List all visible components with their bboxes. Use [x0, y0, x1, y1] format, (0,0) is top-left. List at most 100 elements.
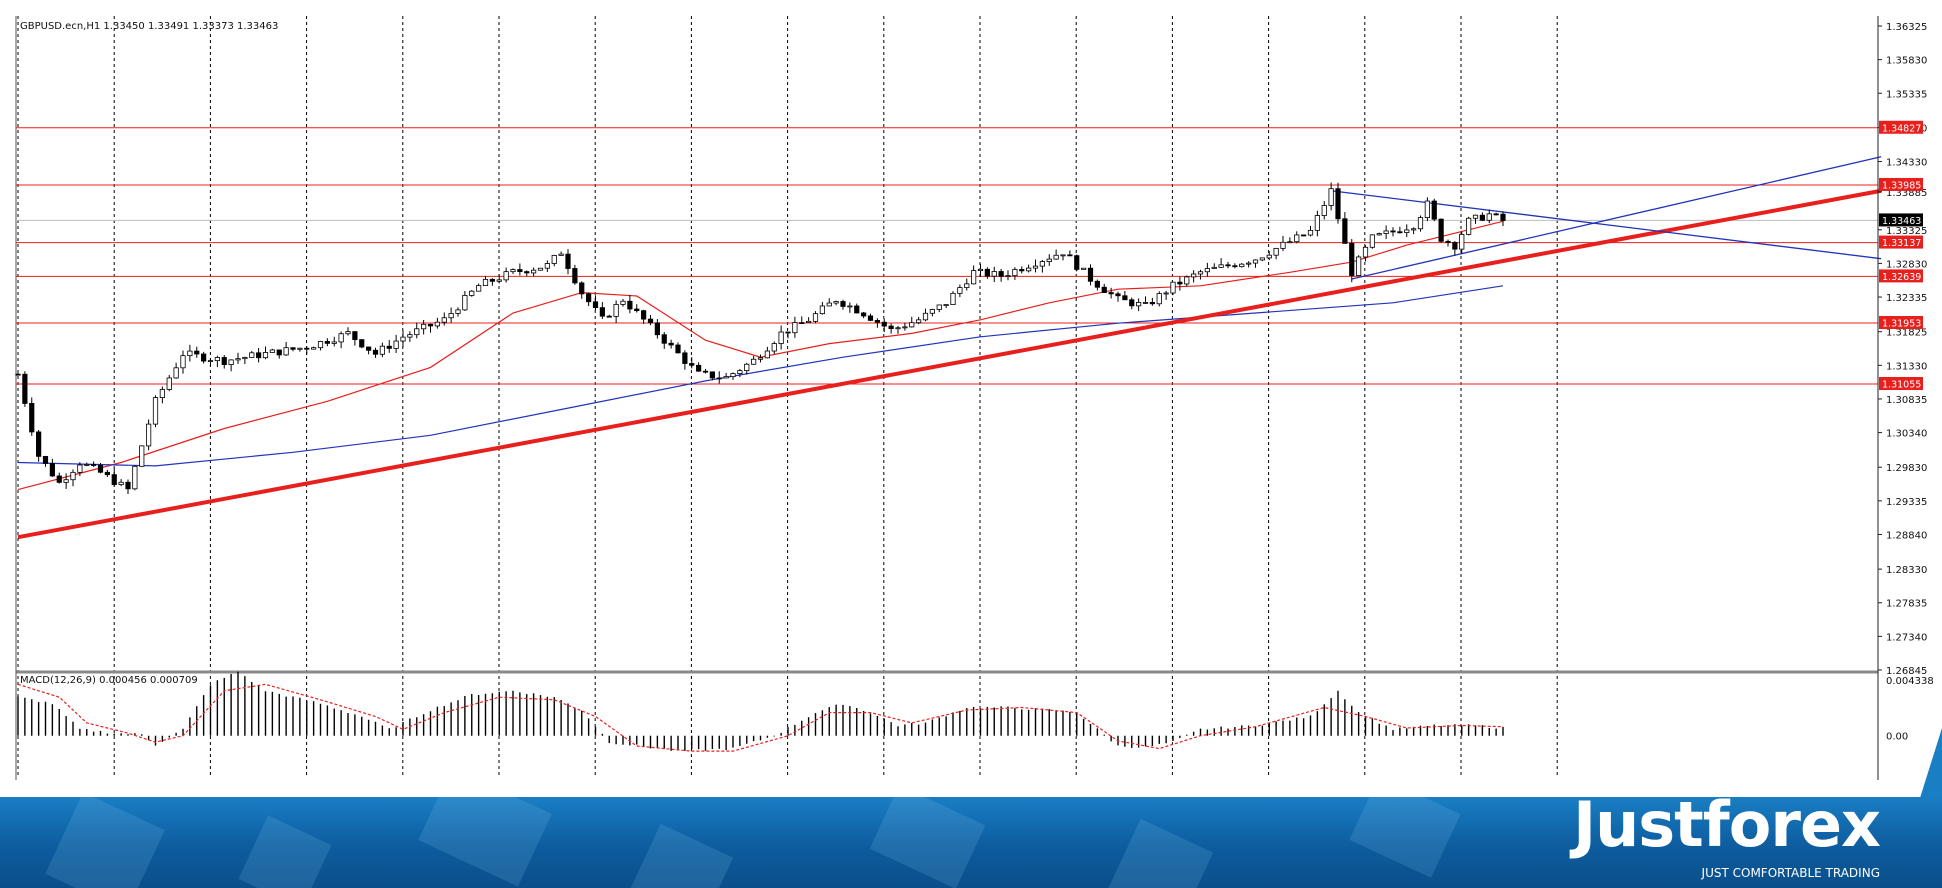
- candle-body: [421, 323, 427, 330]
- candle-body: [63, 479, 69, 483]
- candle-body: [317, 341, 324, 349]
- candle-body: [971, 270, 977, 285]
- candle-body: [359, 339, 365, 348]
- candle-body: [599, 307, 605, 317]
- decor-shape: [1106, 818, 1214, 888]
- candle-body: [833, 301, 839, 304]
- candle-body: [641, 310, 647, 320]
- candle-body: [324, 341, 330, 344]
- candle-body: [1122, 295, 1128, 301]
- candle-body: [42, 455, 49, 464]
- candle-body: [496, 279, 502, 282]
- candle-body: [118, 481, 124, 485]
- level-price-label: 1.34827: [1882, 123, 1921, 134]
- candle-body: [1328, 188, 1334, 206]
- candle-body: [469, 290, 475, 296]
- candle-body: [757, 357, 764, 360]
- candle-body: [146, 423, 152, 447]
- price-tick-label: 1.35335: [1886, 89, 1927, 100]
- macd-tick-label: 0.00: [1886, 732, 1908, 743]
- candle-body: [1039, 261, 1045, 267]
- candle-body: [125, 481, 131, 490]
- candle-body: [1376, 233, 1382, 236]
- candle-body: [22, 373, 28, 404]
- price-tick-label: 1.29830: [1886, 463, 1927, 474]
- candle-body: [1252, 259, 1259, 264]
- candle-body: [15, 373, 21, 376]
- candle-body: [311, 347, 317, 350]
- candle-body: [290, 347, 296, 350]
- candle-body: [1163, 292, 1169, 295]
- moving-averages: [17, 220, 1504, 491]
- candle-body: [235, 358, 241, 361]
- price-tick-label: 1.32335: [1886, 293, 1927, 304]
- candle-body: [668, 342, 674, 346]
- candle-body: [661, 334, 667, 344]
- candle-body: [1445, 240, 1451, 243]
- candle-body: [1294, 234, 1300, 243]
- candle-body: [888, 325, 894, 329]
- price-tick-label: 1.33325: [1886, 226, 1927, 237]
- price-axis: 1.363251.358301.353351.348301.343301.338…: [1877, 16, 1927, 780]
- horizontal-levels: [16, 127, 1878, 385]
- decor-shape: [238, 815, 332, 888]
- price-tick-label: 1.34330: [1886, 158, 1927, 169]
- price-tick-label: 1.32830: [1886, 259, 1927, 270]
- candle-body: [531, 269, 537, 274]
- candle-body: [91, 464, 97, 466]
- candle-body: [1019, 269, 1025, 272]
- candle-body: [696, 364, 702, 372]
- candle-body: [647, 318, 654, 324]
- candle-body: [586, 293, 592, 303]
- candle-body: [916, 319, 922, 324]
- candle-body: [139, 445, 145, 467]
- candle-body: [1232, 265, 1238, 268]
- candle-body: [97, 464, 104, 473]
- candle-body: [132, 465, 138, 490]
- candle-body: [1081, 267, 1087, 270]
- candle-body: [448, 313, 454, 319]
- decor-shape: [45, 797, 165, 888]
- candle-body: [1287, 241, 1293, 244]
- current-price-tag: [1879, 213, 1923, 227]
- candle-body: [909, 322, 915, 328]
- candle-body: [1142, 302, 1149, 304]
- decor-shape: [869, 797, 986, 888]
- price-tick-label: 1.31330: [1886, 361, 1927, 372]
- candle-body: [338, 333, 344, 343]
- candle-body: [730, 373, 736, 378]
- price-tick-label: 1.28840: [1886, 530, 1927, 541]
- candle-body: [1129, 299, 1135, 307]
- candle-body: [1349, 243, 1355, 276]
- candle-body: [1404, 229, 1410, 233]
- candle-body: [366, 346, 372, 351]
- candle-body: [675, 344, 681, 354]
- candle-body: [537, 267, 544, 271]
- price-tick-label: 1.30835: [1886, 395, 1927, 406]
- candle-body: [1479, 214, 1485, 221]
- candle-body: [352, 331, 358, 341]
- macd-panel: 0.004338 0.00: [17, 671, 1934, 752]
- candle-body: [1211, 266, 1217, 269]
- candle-body: [806, 320, 812, 324]
- candle-body: [414, 328, 420, 336]
- level-price-label: 1.33137: [1882, 238, 1921, 249]
- candle-body: [201, 353, 207, 362]
- candle-body: [1005, 275, 1011, 278]
- candle-body: [407, 334, 413, 338]
- candles: [15, 182, 1506, 494]
- level-price-tag: [1879, 316, 1923, 330]
- candle-body: [393, 340, 399, 349]
- candle-body: [1335, 188, 1341, 220]
- macd-tick-label: 0.004338: [1886, 676, 1934, 687]
- candle-body: [345, 331, 351, 335]
- candle-body: [1115, 293, 1121, 297]
- candle-body: [592, 301, 599, 308]
- candle-body: [572, 268, 578, 284]
- candle-body: [524, 271, 530, 274]
- candle-body: [709, 371, 715, 379]
- candle-body: [771, 343, 777, 352]
- price-tick-label: 1.26845: [1886, 666, 1927, 677]
